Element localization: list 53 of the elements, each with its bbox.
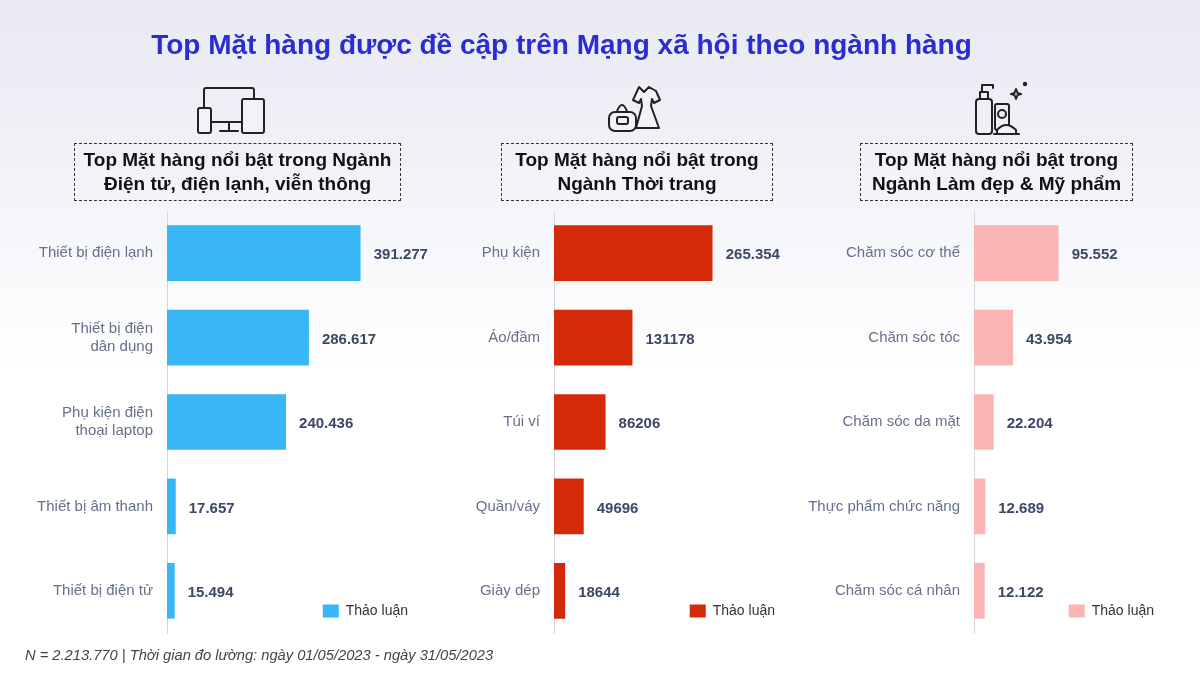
data-label: 49696	[596, 498, 639, 516]
bar	[167, 478, 176, 535]
y-tick-label: Giày dép	[479, 580, 540, 598]
data-label: 286.617	[321, 329, 377, 347]
data-label: 131178	[645, 329, 695, 347]
bar	[974, 309, 1013, 366]
data-label: 265.354	[725, 245, 781, 263]
data-label: 12.122	[997, 582, 1044, 600]
y-tick-label: Thiết bị âm thanh	[37, 496, 153, 514]
bar	[974, 394, 994, 450]
bar	[974, 478, 986, 535]
y-tick-label: Áo/đầm	[488, 327, 540, 345]
y-tick-label: Phụ kiện điện thoại laptop	[62, 403, 153, 439]
chart-title: Top Mặt hàng nổi bật trong Ngành Làm đẹp & Mỹ phẩm	[860, 143, 1133, 201]
chart-title: Top Mặt hàng nổi bật trong Ngành Điện tử, điện lạnh, viễn thông	[74, 143, 401, 201]
data-label: 95.552	[1071, 245, 1118, 263]
bar	[554, 394, 606, 450]
y-tick-label: Quần/váy	[475, 496, 541, 514]
data-label: 18644	[578, 582, 621, 600]
bar	[974, 562, 985, 619]
data-label: 240.436	[299, 414, 354, 432]
y-tick-label: Chăm sóc da mặt	[842, 412, 961, 430]
y-tick-label: Thực phẩm chức năng	[808, 496, 960, 514]
data-label: 22.204	[1006, 414, 1054, 432]
bar	[554, 562, 566, 619]
data-label: 86206	[618, 414, 661, 432]
bar	[974, 225, 1059, 282]
legend-label: Thảo luận	[345, 601, 409, 618]
y-tick-label: Phụ kiện	[481, 243, 540, 261]
text: N = 2.213.770 | Thời gian đo lường: ngày 01/05/2023 - ngày 31/05/2023	[25, 646, 494, 664]
bar	[167, 394, 287, 450]
bar	[554, 309, 633, 366]
text: Top Mặt hàng được đề cập trên Mạng xã hội theo ngành hàng	[150, 28, 973, 62]
data-label: 391.277	[373, 245, 428, 263]
y-tick-label: Chăm sóc cơ thể	[845, 243, 960, 261]
bar	[167, 225, 361, 282]
data-label: 15.494	[187, 582, 235, 600]
bar	[167, 562, 175, 619]
legend-label: Thảo luận	[712, 601, 776, 618]
bar	[167, 309, 309, 366]
y-tick-label: Thiết bị điện lạnh	[38, 243, 153, 261]
data-label: 12.689	[998, 498, 1045, 516]
data-label: 17.657	[188, 498, 235, 516]
y-tick-label: Chăm sóc tóc	[868, 327, 961, 345]
y-tick-label: Chăm sóc cá nhân	[834, 580, 960, 598]
data-label: 43.954	[1025, 329, 1073, 347]
chart-title: Top Mặt hàng nổi bật trong Ngành Thời trang	[501, 143, 773, 201]
y-tick-label: Thiết bị điện tử	[52, 580, 153, 598]
legend-label: Thảo luận	[1091, 601, 1155, 618]
bar	[554, 478, 584, 535]
y-tick-label: Túi ví	[503, 412, 541, 430]
y-tick-label: Thiết bị điện dân dụng	[71, 318, 153, 354]
bar	[554, 225, 713, 282]
